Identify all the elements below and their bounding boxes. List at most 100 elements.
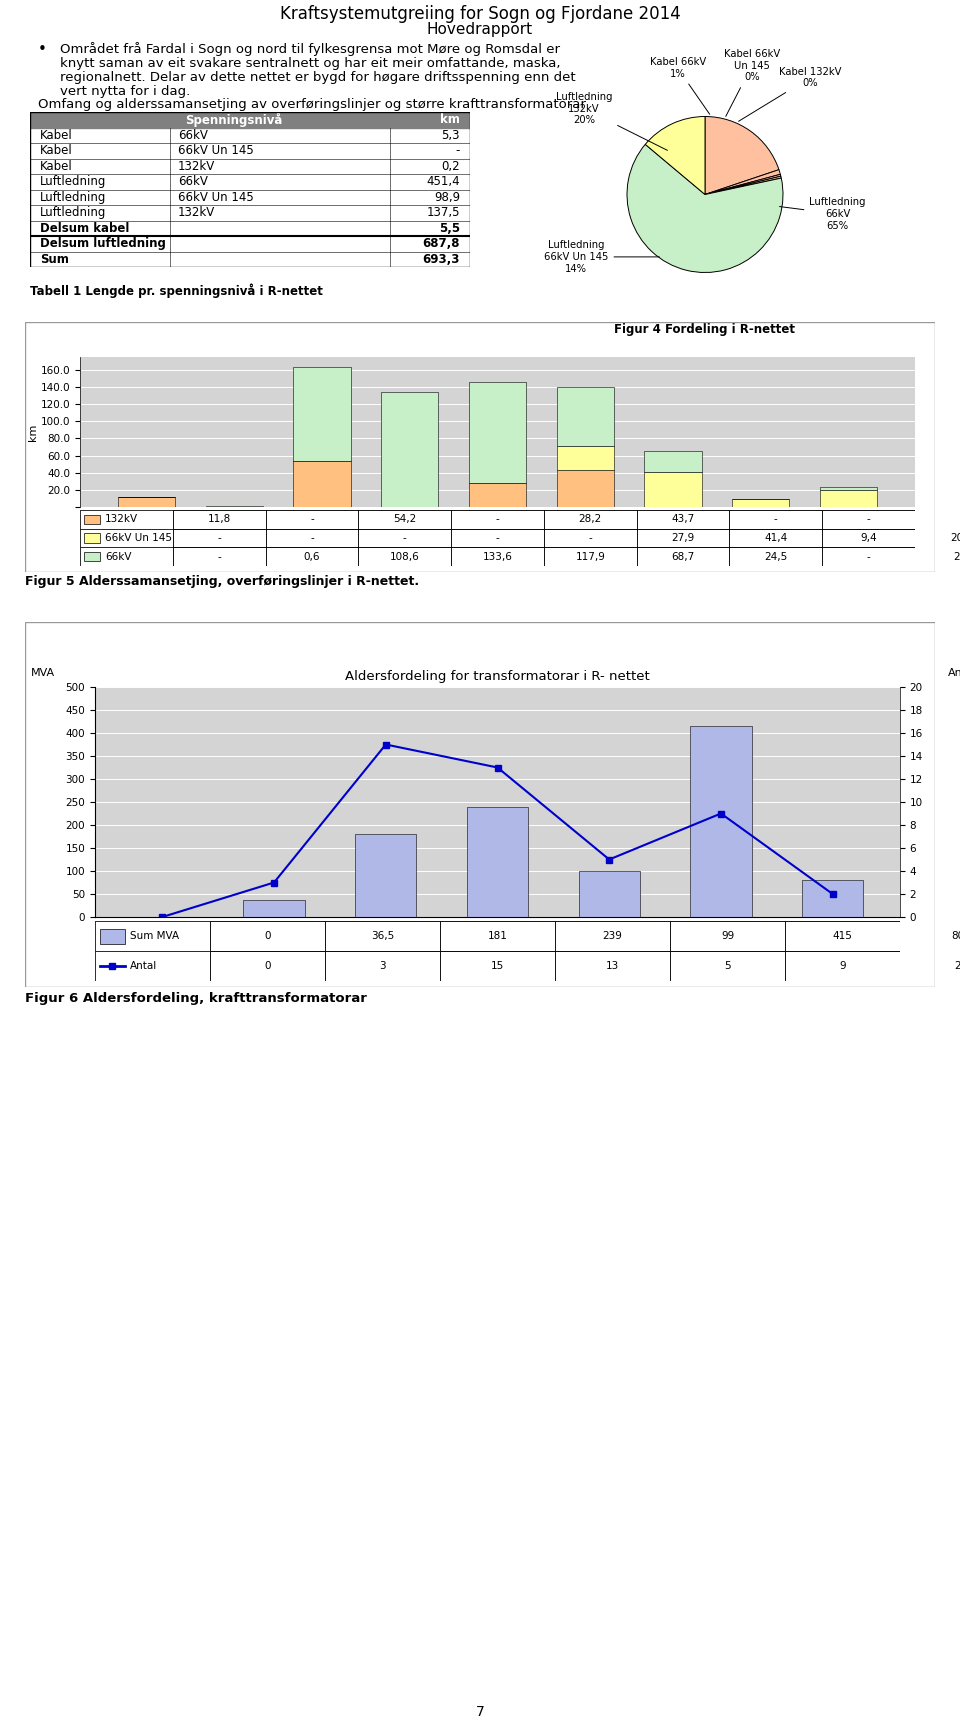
Bar xyxy=(30,189,470,204)
Text: Figur 5 Alderssamansetjing, overføringslinjer i R-nettet.: Figur 5 Alderssamansetjing, overføringsl… xyxy=(25,575,420,589)
Bar xyxy=(555,951,670,980)
Bar xyxy=(915,509,960,528)
Bar xyxy=(325,921,440,951)
Text: Sum MVA: Sum MVA xyxy=(130,932,179,940)
Wedge shape xyxy=(645,116,705,194)
Bar xyxy=(636,547,730,566)
Bar xyxy=(381,393,439,507)
Bar xyxy=(95,951,900,980)
Text: Området frå Fardal i Sogn og nord til fylkesgrensa mot Møre og Romsdal er: Området frå Fardal i Sogn og nord til fy… xyxy=(60,42,560,55)
Text: Figur 4 Fordeling i R-nettet: Figur 4 Fordeling i R-nettet xyxy=(614,324,796,336)
Bar xyxy=(173,509,266,528)
Text: Luftledning
66kV
65%: Luftledning 66kV 65% xyxy=(780,197,866,230)
Text: Omfang og alderssamansetjing av overføringslinjer og større krafttransformatorar: Omfang og alderssamansetjing av overføri… xyxy=(38,99,586,111)
Bar xyxy=(84,553,101,561)
Text: 5: 5 xyxy=(724,961,731,972)
Text: 54,2: 54,2 xyxy=(393,514,417,525)
Text: •: • xyxy=(38,42,47,57)
Bar xyxy=(30,128,470,144)
Bar xyxy=(358,547,451,566)
Wedge shape xyxy=(705,170,780,194)
Bar xyxy=(95,921,900,951)
Bar xyxy=(80,509,915,528)
Text: 99: 99 xyxy=(721,932,734,940)
Text: 2: 2 xyxy=(954,961,960,972)
Bar xyxy=(355,833,417,916)
Bar xyxy=(820,487,877,490)
Bar xyxy=(670,921,785,951)
Wedge shape xyxy=(705,175,780,194)
Text: 9: 9 xyxy=(839,961,846,972)
Bar xyxy=(557,445,613,469)
Text: 0: 0 xyxy=(264,961,271,972)
Text: Kabel 66kV
1%: Kabel 66kV 1% xyxy=(650,57,709,114)
Bar xyxy=(84,514,101,525)
Text: 66kV Un 145: 66kV Un 145 xyxy=(105,533,172,544)
Text: Kabel: Kabel xyxy=(40,159,73,173)
Text: Luftledning: Luftledning xyxy=(40,175,107,189)
Bar xyxy=(100,928,125,944)
Bar xyxy=(670,951,785,980)
Text: Kabel: Kabel xyxy=(40,144,73,158)
Text: 3: 3 xyxy=(379,961,386,972)
Text: km: km xyxy=(440,113,460,126)
Bar xyxy=(636,528,730,547)
Text: Ant: Ant xyxy=(948,669,960,677)
Bar xyxy=(730,528,822,547)
Text: 0,2: 0,2 xyxy=(442,159,460,173)
Text: 68,7: 68,7 xyxy=(671,553,695,561)
Text: 117,9: 117,9 xyxy=(575,553,605,561)
Text: vert nytta for i dag.: vert nytta for i dag. xyxy=(60,85,190,99)
Bar xyxy=(451,509,544,528)
Text: 0: 0 xyxy=(264,932,271,940)
Bar xyxy=(30,236,470,251)
Text: 80: 80 xyxy=(951,932,960,940)
Bar xyxy=(802,880,863,916)
Bar xyxy=(451,528,544,547)
Text: 43,7: 43,7 xyxy=(671,514,695,525)
Text: -: - xyxy=(217,533,221,544)
Bar xyxy=(644,450,702,471)
Bar xyxy=(173,547,266,566)
Text: 132kV: 132kV xyxy=(178,206,215,220)
Text: 687,8: 687,8 xyxy=(422,237,460,249)
Text: -: - xyxy=(867,514,871,525)
Bar xyxy=(900,951,960,980)
Bar xyxy=(80,528,173,547)
Text: Tabell 1 Lengde pr. spenningsnivå i R-nettet: Tabell 1 Lengde pr. spenningsnivå i R-ne… xyxy=(30,282,323,298)
Text: 24,5: 24,5 xyxy=(764,553,787,561)
Text: Luftledning
66kV Un 145
14%: Luftledning 66kV Un 145 14% xyxy=(544,241,660,274)
Bar xyxy=(822,509,915,528)
Bar xyxy=(358,509,451,528)
Text: Kabel 66kV
Un 145
0%: Kabel 66kV Un 145 0% xyxy=(724,48,780,116)
Text: Delsum kabel: Delsum kabel xyxy=(40,222,130,236)
Bar xyxy=(822,528,915,547)
Text: 66kV: 66kV xyxy=(105,553,132,561)
Text: 66kV Un 145: 66kV Un 145 xyxy=(178,191,253,204)
Text: 41,4: 41,4 xyxy=(764,533,787,544)
Text: Kabel 132kV
0%: Kabel 132kV 0% xyxy=(738,68,842,121)
Bar xyxy=(80,547,915,566)
Bar xyxy=(30,204,470,220)
Text: 693,3: 693,3 xyxy=(422,253,460,265)
Bar xyxy=(469,381,526,483)
Bar xyxy=(294,367,350,461)
Text: 36,5: 36,5 xyxy=(371,932,395,940)
Bar xyxy=(544,528,636,547)
Text: -: - xyxy=(403,533,407,544)
Bar xyxy=(690,726,752,916)
Bar xyxy=(900,921,960,951)
Bar xyxy=(173,528,266,547)
Bar xyxy=(84,533,101,542)
Bar xyxy=(95,921,210,951)
Text: 137,5: 137,5 xyxy=(426,206,460,220)
Text: 27,9: 27,9 xyxy=(671,533,695,544)
Text: -: - xyxy=(588,533,592,544)
Bar xyxy=(243,901,304,916)
Text: 5,5: 5,5 xyxy=(439,222,460,236)
Bar xyxy=(451,547,544,566)
Bar xyxy=(210,951,325,980)
Bar xyxy=(579,871,640,916)
Text: 5,3: 5,3 xyxy=(442,128,460,142)
Text: -: - xyxy=(310,533,314,544)
